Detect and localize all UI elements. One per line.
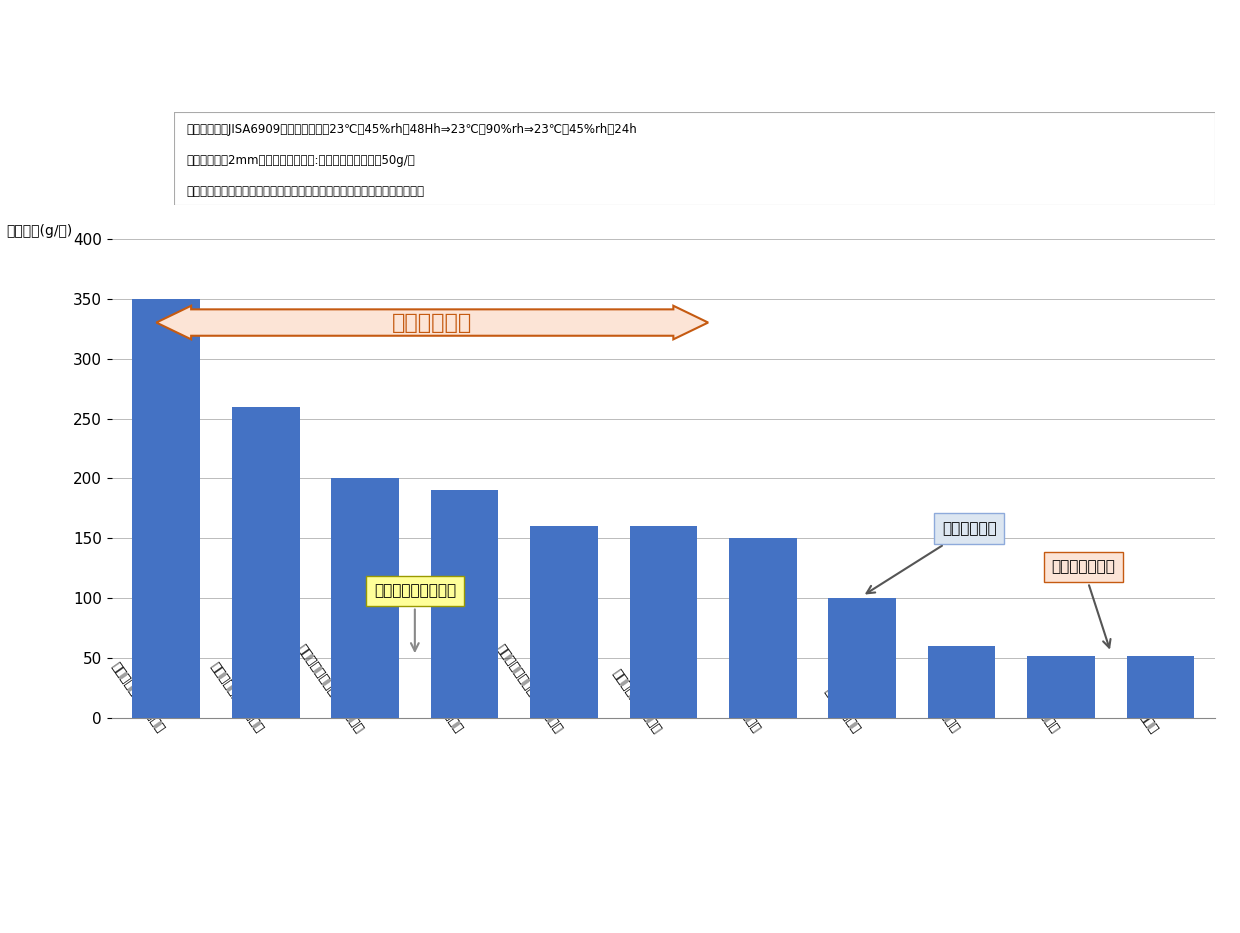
Text: 調湿塗り壁材の調湿性能比較: 調湿塗り壁材の調湿性能比較 (458, 25, 782, 68)
Bar (828, 598, 897, 718)
Text: 石膏ボードの調湿性: 石膏ボードの調湿性 (373, 583, 456, 651)
Text: ・テスト場所：滋賀県立工業技術センター　　・実施者：㈱自然素材研究所: ・テスト場所：滋賀県立工業技術センター ・実施者：㈱自然素材研究所 (186, 185, 424, 198)
Text: 稚内珪藻土系: 稚内珪藻土系 (392, 313, 472, 332)
Bar (133, 299, 200, 718)
Text: 漆喰、シラス系: 漆喰、シラス系 (1052, 560, 1115, 648)
Text: ・試験方法：JISA6909準拠　・条件：23℃、45%rh、48Hh⇒23℃、90%rh⇒23℃、45%rh、24h: ・試験方法：JISA6909準拠 ・条件：23℃、45%rh、48Hh⇒23℃、… (186, 123, 637, 136)
Text: ・塗り厚さ：2mm　石膏ボード下地:石膏ボードの調湿性50g/㎡: ・塗り厚さ：2mm 石膏ボード下地:石膏ボードの調湿性50g/㎡ (186, 154, 415, 167)
Bar (1127, 656, 1194, 718)
Bar (331, 479, 399, 718)
Text: 白色珪藻土系: 白色珪藻土系 (867, 521, 997, 593)
Bar (531, 526, 598, 718)
Bar (232, 407, 300, 718)
Bar (630, 526, 697, 718)
Bar (1027, 656, 1095, 718)
Polygon shape (156, 306, 708, 340)
Bar (729, 538, 796, 718)
Bar (928, 647, 996, 718)
Text: 調湿性能(g/㎡): 調湿性能(g/㎡) (6, 224, 72, 238)
Bar (430, 491, 498, 718)
